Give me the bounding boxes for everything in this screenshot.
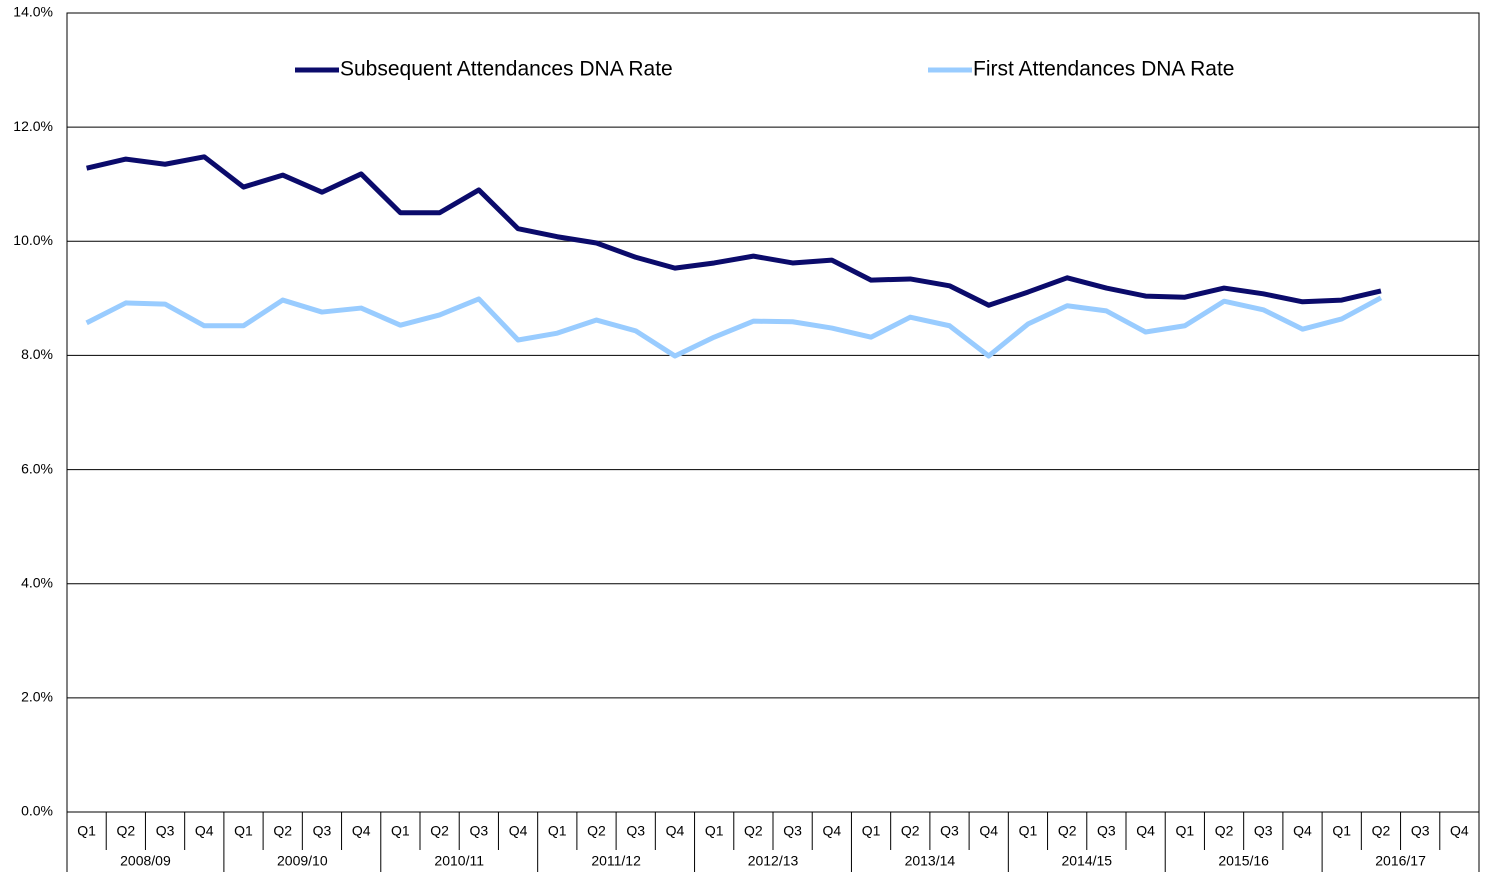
- x-tick-label: Q4: [1136, 823, 1155, 839]
- x-tick-label: Q1: [1175, 823, 1194, 839]
- x-tick-label: Q3: [313, 823, 332, 839]
- x-group-label: 2011/12: [591, 853, 641, 869]
- x-tick-label: Q2: [1058, 823, 1077, 839]
- legend-label: First Attendances DNA Rate: [973, 58, 1234, 81]
- x-tick-label: Q4: [1450, 823, 1469, 839]
- x-tick-label: Q2: [1215, 823, 1234, 839]
- x-group-label: 2012/13: [748, 853, 799, 869]
- y-tick-label: 6.0%: [21, 460, 53, 476]
- x-tick-label: Q2: [116, 823, 135, 839]
- x-group-label: 2014/15: [1061, 853, 1112, 869]
- plot-border: [66, 12, 1480, 813]
- x-tick-label: Q3: [1097, 823, 1116, 839]
- x-tick-label: Q2: [901, 823, 920, 839]
- y-tick-label: 8.0%: [21, 346, 53, 362]
- x-tick-label: Q1: [77, 823, 96, 839]
- legend-label: Subsequent Attendances DNA Rate: [340, 58, 673, 81]
- y-tick-label: 2.0%: [21, 689, 53, 705]
- y-tick-label: 14.0%: [13, 4, 53, 20]
- x-tick-label: Q4: [666, 823, 685, 839]
- x-tick-label: Q3: [783, 823, 802, 839]
- x-tick-label: Q2: [587, 823, 606, 839]
- x-group-label: 2009/10: [277, 853, 328, 869]
- x-tick-label: Q2: [273, 823, 292, 839]
- x-tick-label: Q2: [744, 823, 763, 839]
- x-group-label: 2015/16: [1218, 853, 1269, 869]
- x-tick-label: Q1: [391, 823, 410, 839]
- x-tick-label: Q2: [1372, 823, 1391, 839]
- x-tick-label: Q4: [1293, 823, 1312, 839]
- y-tick-label: 12.0%: [13, 118, 53, 134]
- x-tick-label: Q1: [1019, 823, 1038, 839]
- x-group-label: 2016/17: [1375, 853, 1426, 869]
- x-tick-label: Q3: [1254, 823, 1273, 839]
- x-tick-label: Q3: [469, 823, 488, 839]
- y-tick-label: 4.0%: [21, 574, 53, 590]
- y-tick-label: 10.0%: [13, 232, 53, 248]
- series-line: [85, 295, 1383, 359]
- x-tick-label: Q3: [156, 823, 175, 839]
- x-group-label: 2010/11: [434, 853, 484, 869]
- x-tick-label: Q1: [1332, 823, 1351, 839]
- x-group-label: 2013/14: [905, 853, 956, 869]
- series-line: [86, 154, 1382, 308]
- x-group-label: 2008/09: [120, 853, 171, 869]
- x-tick-label: Q1: [234, 823, 253, 839]
- x-tick-label: Q3: [940, 823, 959, 839]
- x-tick-label: Q4: [822, 823, 841, 839]
- x-tick-label: Q1: [862, 823, 881, 839]
- x-tick-label: Q3: [1411, 823, 1430, 839]
- x-tick-label: Q4: [979, 823, 998, 839]
- x-tick-label: Q4: [509, 823, 528, 839]
- x-tick-label: Q1: [705, 823, 724, 839]
- x-tick-label: Q1: [548, 823, 567, 839]
- x-tick-label: Q4: [352, 823, 371, 839]
- y-tick-label: 0.0%: [21, 803, 53, 819]
- x-tick-label: Q3: [626, 823, 645, 839]
- x-tick-label: Q4: [195, 823, 214, 839]
- x-tick-label: Q2: [430, 823, 449, 839]
